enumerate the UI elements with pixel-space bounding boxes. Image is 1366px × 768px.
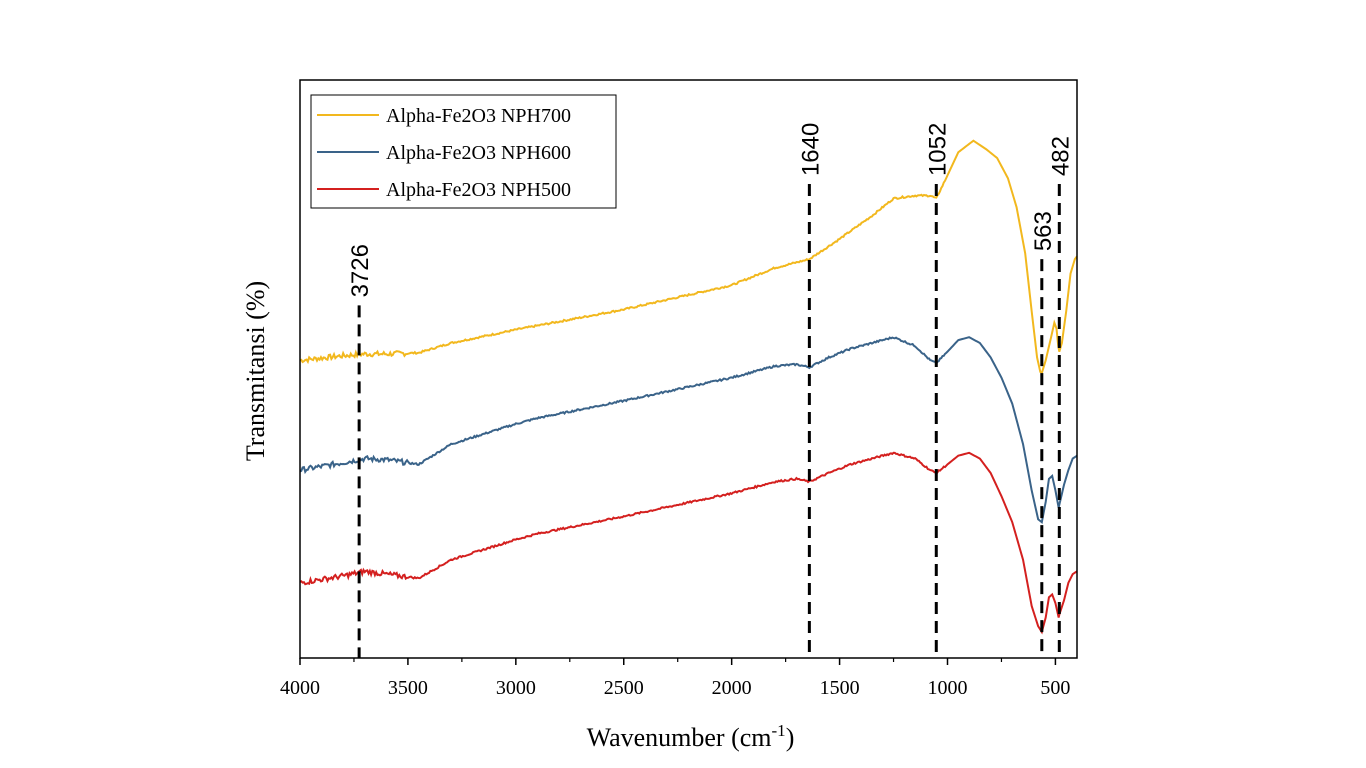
x-tick-label-3500: 3500	[388, 677, 428, 699]
peak-label-563: 563	[1030, 211, 1057, 251]
legend-label-2: Alpha-Fe2O3 NPH600	[386, 142, 571, 164]
peak-label-3726: 3726	[347, 244, 374, 297]
peak-label-1640: 1640	[797, 123, 824, 176]
legend: Alpha-Fe2O3 NPH700 Alpha-Fe2O3 NPH600 Alph…	[310, 94, 617, 209]
series-line-2	[299, 336, 1078, 524]
x-tick-label-1000: 1000	[928, 677, 968, 699]
x-tick-label-2000: 2000	[712, 677, 752, 699]
peak-label-1052: 1052	[924, 123, 951, 176]
plot-frame	[299, 79, 1078, 659]
legend-label-3: Alpha-Fe2O3 NPH500	[386, 179, 571, 201]
axes: 4000 3500 3000 2500 2000 1500 1000 500 Wavenumbe…	[241, 79, 1078, 752]
x-tick-label-2500: 2500	[604, 677, 644, 699]
x-tick-label-1500: 1500	[820, 677, 860, 699]
legend-label-1: Alpha-Fe2O3 NPH700	[386, 105, 571, 127]
x-tick-label-500: 500	[1040, 677, 1070, 699]
peak-label-482: 482	[1047, 136, 1074, 176]
plot-content: 3726 1640 1052 563 482	[299, 123, 1078, 658]
x-tick-label-3000: 3000	[496, 677, 536, 699]
y-axis-title: Transmitansi (%)	[241, 281, 270, 461]
series-line-3	[299, 451, 1078, 635]
x-axis-title: Wavenumber (cm-1)	[587, 721, 795, 752]
x-tick-label-4000: 4000	[280, 677, 320, 699]
series-line-1	[299, 139, 1078, 375]
